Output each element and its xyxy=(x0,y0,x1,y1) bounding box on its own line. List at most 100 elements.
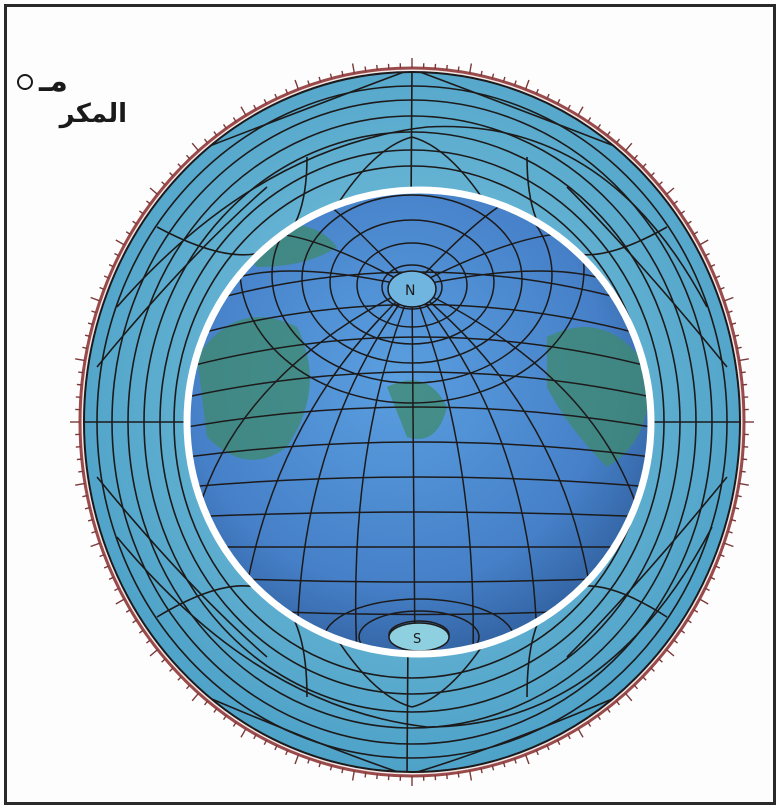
tick-mark xyxy=(673,200,678,205)
tick-mark xyxy=(114,587,120,592)
tick-mark xyxy=(99,286,105,291)
tick-mark xyxy=(138,210,144,215)
tick-mark xyxy=(615,138,621,144)
tick-mark xyxy=(727,530,733,534)
tick-mark xyxy=(642,163,647,168)
tick-mark xyxy=(650,172,655,177)
south-pole-label: S xyxy=(413,632,421,647)
tick-mark xyxy=(738,358,749,362)
tick-mark xyxy=(285,88,289,95)
tick-mark xyxy=(650,667,655,672)
tick-mark xyxy=(169,172,174,177)
tick-mark xyxy=(329,765,333,771)
tick-mark xyxy=(719,553,725,558)
circle-outline-icon xyxy=(17,74,33,90)
tick-mark xyxy=(699,239,709,246)
tick-mark xyxy=(185,684,191,690)
tick-mark xyxy=(587,117,592,123)
tick-mark xyxy=(75,482,86,486)
tick-mark xyxy=(710,576,716,581)
tick-mark xyxy=(364,772,367,778)
tick-mark xyxy=(177,676,182,681)
tick-mark xyxy=(114,252,120,257)
tick-mark xyxy=(240,728,247,738)
tick-mark xyxy=(82,494,88,498)
tick-mark xyxy=(87,322,94,326)
tick-mark xyxy=(161,181,166,186)
tick-mark xyxy=(633,154,639,160)
tick-mark xyxy=(84,506,91,510)
tick-mark xyxy=(146,200,151,205)
tick-mark xyxy=(78,371,84,374)
tick-mark xyxy=(577,728,584,738)
tick-mark xyxy=(733,334,740,338)
tick-mark xyxy=(329,73,333,79)
tick-mark xyxy=(658,181,663,186)
tick-mark xyxy=(203,700,209,706)
tick-mark xyxy=(730,322,737,326)
tick-mark xyxy=(78,470,84,473)
tick-mark xyxy=(240,106,247,116)
tick-mark xyxy=(446,773,448,780)
caption-line1-text: مـ xyxy=(39,64,68,99)
tick-mark xyxy=(491,73,495,79)
tick-mark xyxy=(103,565,109,569)
tick-mark xyxy=(740,371,746,374)
tick-mark xyxy=(132,220,138,225)
tick-mark xyxy=(82,346,88,350)
tick-mark xyxy=(263,739,268,745)
tick-mark xyxy=(686,619,692,624)
north-pole-cap xyxy=(387,270,437,308)
caption: مـ المكر xyxy=(17,65,127,129)
tick-mark xyxy=(103,275,109,279)
tick-mark xyxy=(480,768,483,774)
tick-mark xyxy=(665,187,675,195)
tick-mark xyxy=(556,99,561,105)
tick-mark xyxy=(99,553,105,558)
tick-mark xyxy=(125,608,131,613)
white-boundary-circle xyxy=(183,186,655,658)
tick-mark xyxy=(624,142,633,152)
tick-mark xyxy=(556,739,561,745)
tick-mark xyxy=(727,310,733,314)
tick-mark xyxy=(90,542,101,548)
tick-mark xyxy=(673,639,678,644)
tick-mark xyxy=(723,296,734,302)
tick-mark xyxy=(185,154,191,160)
tick-mark xyxy=(704,587,710,592)
tick-mark xyxy=(376,64,378,71)
tick-mark xyxy=(597,123,602,129)
tick-mark xyxy=(597,715,602,721)
tick-mark xyxy=(364,66,367,72)
tick-mark xyxy=(606,707,611,713)
tick-mark xyxy=(736,346,742,350)
tick-mark xyxy=(567,734,571,740)
tick-mark xyxy=(90,296,101,302)
tick-mark xyxy=(468,63,473,74)
map-frame: مـ المكر xyxy=(4,4,776,805)
tick-mark xyxy=(232,117,237,123)
tick-mark xyxy=(125,231,131,236)
tick-mark xyxy=(84,334,91,338)
tick-mark xyxy=(76,383,82,386)
tick-mark xyxy=(715,275,721,279)
tick-mark xyxy=(457,772,460,778)
tick-mark xyxy=(733,506,740,510)
tick-mark xyxy=(680,210,686,215)
tick-mark xyxy=(633,684,639,690)
tick-mark xyxy=(341,70,344,76)
tick-mark xyxy=(658,658,663,663)
tick-mark xyxy=(738,482,749,486)
tick-mark xyxy=(546,93,550,99)
tick-mark xyxy=(587,721,592,727)
tick-mark xyxy=(351,63,356,74)
tick-mark xyxy=(524,754,530,765)
tick-mark xyxy=(715,565,721,569)
tick-mark xyxy=(169,667,174,672)
tick-mark xyxy=(108,263,114,268)
tick-mark xyxy=(177,163,182,168)
tick-mark xyxy=(253,104,257,110)
tick-mark xyxy=(742,458,748,461)
tick-mark xyxy=(567,104,571,110)
tick-mark xyxy=(642,676,647,681)
